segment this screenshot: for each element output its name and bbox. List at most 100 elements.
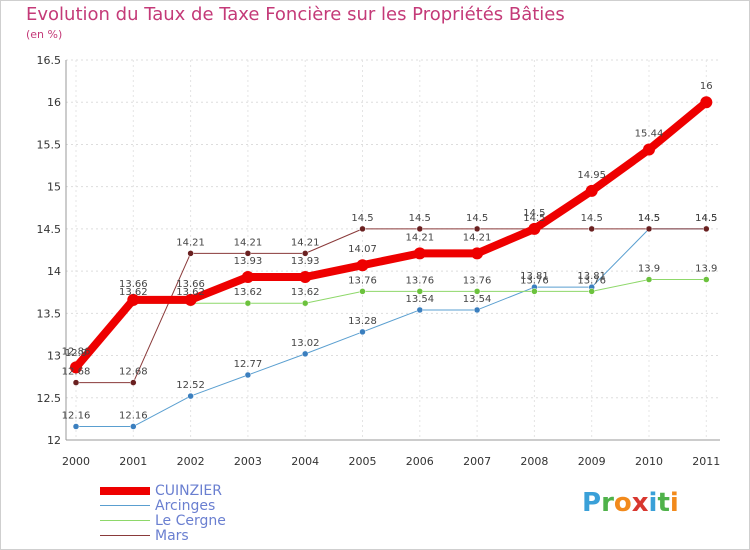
point-arcinges — [473, 306, 481, 314]
data-label-cuinzier: 12.86 — [62, 346, 91, 357]
point-cuinzier — [528, 222, 541, 235]
data-label-le-cergne: 12.9 — [65, 348, 87, 359]
x-tick-label: 2007 — [463, 455, 491, 468]
legend-label-arcinges: Arcinges — [155, 498, 216, 514]
data-label-le-cergne: 13.76 — [405, 275, 434, 286]
data-label-cuinzier: 13.66 — [119, 279, 148, 290]
data-label-cuinzier: 13.93 — [291, 256, 320, 267]
legend-label-mars: Mars — [155, 528, 189, 544]
point-cuinzier — [70, 361, 82, 374]
data-label-mars: 14.5 — [695, 213, 717, 224]
point-arcinges — [416, 306, 424, 314]
y-tick-label: 15 — [47, 181, 61, 194]
data-label-arcinges: 13.54 — [405, 294, 434, 305]
x-tick-label: 2006 — [406, 455, 434, 468]
point-mars — [588, 225, 595, 233]
point-cuinzier — [184, 293, 197, 306]
data-label-le-cergne: 13.62 — [119, 287, 148, 298]
x-tick-label: 2011 — [692, 455, 720, 468]
point-cuinzier — [241, 271, 254, 284]
data-label-mars: 12.68 — [119, 367, 148, 378]
data-label-mars: 14.21 — [291, 237, 320, 248]
data-label-arcinges: 12.77 — [234, 359, 263, 370]
data-label-arcinges: 14.5 — [638, 213, 660, 224]
legend-label-cuinzier: CUINZIER — [155, 483, 222, 499]
series-line-le-cergne — [75, 279, 707, 365]
data-label-arcinges: 12.16 — [119, 410, 148, 421]
data-label-cuinzier: 13.66 — [176, 279, 205, 290]
y-tick-label: 12.5 — [37, 392, 62, 405]
x-tick-label: 2001 — [119, 455, 147, 468]
x-tick-label: 2002 — [177, 455, 205, 468]
point-le-cergne — [359, 288, 366, 295]
point-le-cergne — [473, 288, 481, 295]
point-arcinges — [72, 423, 80, 430]
x-tick-label: 2009 — [578, 455, 606, 468]
data-label-mars: 14.21 — [234, 237, 263, 248]
chart-title: Evolution du Taux de Taxe Foncière sur l… — [26, 4, 565, 25]
point-arcinges — [244, 371, 252, 379]
data-label-arcinges: 13.02 — [291, 338, 320, 349]
logo-letter: r — [601, 488, 614, 518]
series-line-arcinges — [75, 228, 707, 427]
data-label-le-cergne: 13.62 — [291, 287, 320, 298]
point-le-cergne — [703, 276, 710, 283]
data-label-le-cergne: 13.62 — [234, 287, 263, 298]
proxiti-logo: Proxiti — [582, 488, 679, 518]
data-label-cuinzier: 14.21 — [405, 232, 434, 243]
legend-swatch-arcinges — [100, 505, 150, 506]
x-tick-label: 2008 — [520, 455, 548, 468]
x-tick-label: 2004 — [291, 455, 319, 468]
x-tick-label: 2000 — [62, 455, 90, 468]
data-label-arcinges: 12.16 — [62, 410, 91, 421]
data-label-le-cergne: 13.76 — [520, 275, 549, 286]
data-label-mars: 14.21 — [176, 237, 205, 248]
data-label-cuinzier: 14.5 — [523, 208, 545, 219]
data-label-le-cergne: 13.9 — [695, 264, 717, 275]
data-label-mars: 14.5 — [581, 213, 603, 224]
point-arcinges — [359, 328, 366, 336]
point-arcinges — [130, 423, 137, 430]
data-label-le-cergne: 13.62 — [176, 287, 205, 298]
logo-letter: i — [669, 488, 679, 518]
point-cuinzier — [585, 184, 598, 197]
series-line-cuinzier — [72, 98, 711, 372]
data-label-mars: 14.5 — [409, 213, 431, 224]
data-label-le-cergne: 13.76 — [577, 275, 606, 286]
data-label-le-cergne: 13.76 — [463, 275, 492, 286]
data-label-le-cergne: 13.76 — [348, 275, 377, 286]
data-label-cuinzier: 13.93 — [234, 256, 263, 267]
point-cuinzier — [700, 96, 713, 109]
chart-subtitle: (en %) — [26, 28, 63, 41]
point-cuinzier — [127, 293, 140, 306]
point-le-cergne — [588, 288, 595, 295]
data-label-mars: 14.5 — [523, 213, 545, 224]
y-tick-label: 16.5 — [37, 54, 62, 67]
data-label-cuinzier: 14.21 — [463, 232, 492, 243]
point-mars — [359, 225, 366, 233]
data-label-mars: 12.68 — [62, 367, 91, 378]
y-tick-label: 14.5 — [37, 223, 62, 236]
legend-swatch-mars — [100, 535, 150, 536]
point-le-cergne — [416, 288, 424, 295]
logo-letter: x — [631, 488, 649, 518]
data-label-mars: 14.5 — [351, 213, 373, 224]
data-label-arcinges: 13.81 — [520, 271, 549, 282]
logo-letter: P — [582, 488, 602, 518]
point-mars — [473, 225, 481, 233]
y-tick-label: 12 — [47, 434, 61, 447]
data-label-cuinzier: 15.44 — [635, 129, 664, 140]
y-tick-label: 16 — [47, 96, 61, 109]
legend-swatch-le-cergne — [100, 520, 150, 521]
y-tick-label: 13.5 — [37, 307, 62, 320]
point-cuinzier — [356, 259, 369, 272]
logo-letter: t — [657, 488, 670, 518]
x-tick-label: 2010 — [635, 455, 663, 468]
point-mars — [301, 250, 309, 257]
point-mars — [244, 250, 252, 257]
data-label-arcinges: 13.54 — [463, 294, 492, 305]
x-tick-label: 2003 — [234, 455, 262, 468]
y-tick-label: 14 — [47, 265, 61, 278]
